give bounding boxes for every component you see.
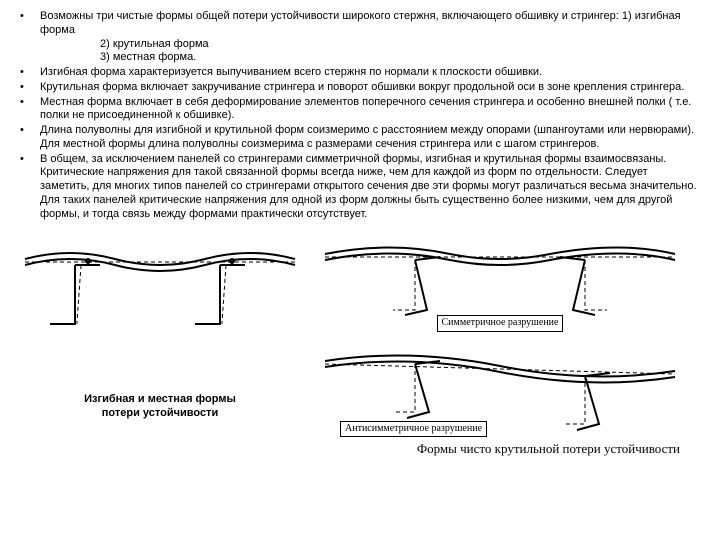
bullet-subline: 2) крутильная форма bbox=[40, 38, 700, 52]
caption-left: Изгибная и местная формы потери устойчив… bbox=[20, 393, 300, 421]
bullet-item: •В общем, за исключением панелей со стри… bbox=[20, 153, 700, 222]
bullet-text: Длина полуволны для изгибной и крутильно… bbox=[40, 124, 700, 152]
caption-left-line1: Изгибная и местная формы bbox=[20, 393, 300, 407]
bullet-text: Местная форма включает в себя деформиров… bbox=[40, 96, 700, 124]
bullet-item: •Крутильная форма включает закручивание … bbox=[20, 81, 700, 95]
sublabel-antisymmetric: Антисимметричное разрушение bbox=[340, 421, 487, 438]
bullet-mark: • bbox=[20, 81, 40, 95]
bullet-item: •Изгибная форма характеризуется выпучива… bbox=[20, 66, 700, 80]
caption-left-line2: потери устойчивости bbox=[20, 407, 300, 421]
bullet-mark: • bbox=[20, 66, 40, 80]
bullet-subline: 3) местная форма. bbox=[40, 51, 700, 65]
bullet-text: Возможны три чистые формы общей потери у… bbox=[40, 10, 700, 65]
figure-left: Изгибная и местная формы потери устойчив… bbox=[20, 229, 300, 457]
bullet-mark: • bbox=[20, 153, 40, 222]
diagram-torsional-antisymmetric bbox=[320, 336, 680, 431]
bullet-item: •Длина полуволны для изгибной и крутильн… bbox=[20, 124, 700, 152]
bullet-item: •Возможны три чистые формы общей потери … bbox=[20, 10, 700, 65]
sublabel-symmetric: Симметричное разрушение bbox=[437, 315, 564, 332]
bullet-text: Крутильная форма включает закручивание с… bbox=[40, 81, 700, 95]
bullet-text: В общем, за исключением панелей со стрин… bbox=[40, 153, 700, 222]
caption-right: Формы чисто крутильной потери устойчивос… bbox=[320, 441, 680, 457]
bullet-item: •Местная форма включает в себя деформиро… bbox=[20, 96, 700, 124]
bullet-list: •Возможны три чистые формы общей потери … bbox=[20, 10, 700, 221]
bullet-mark: • bbox=[20, 124, 40, 152]
diagram-torsional-symmetric bbox=[320, 229, 680, 329]
figures-row: Изгибная и местная формы потери устойчив… bbox=[20, 229, 700, 457]
bullet-mark: • bbox=[20, 96, 40, 124]
bullet-text: Изгибная форма характеризуется выпучиван… bbox=[40, 66, 700, 80]
diagram-bending-local bbox=[20, 229, 300, 389]
figure-right: Симметричное разрушение bbox=[320, 229, 680, 457]
bullet-mark: • bbox=[20, 10, 40, 65]
